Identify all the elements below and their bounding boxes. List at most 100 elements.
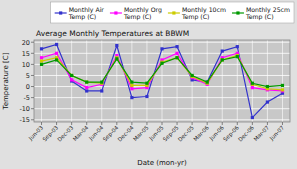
point: [221, 58, 224, 61]
background: [0, 0, 297, 169]
point: [70, 78, 73, 81]
x-tick: [192, 122, 193, 125]
x-tick-label: Mar-06: [192, 124, 210, 142]
y-tick-label: -10: [19, 105, 30, 113]
x-tick: [86, 122, 87, 125]
x-tick-label: Dec-05: [177, 124, 195, 142]
legend-label: Monthly OrgTemp (C): [123, 6, 162, 21]
plot-area: [34, 40, 290, 122]
y-tick-label: 15: [22, 50, 30, 58]
title: Average Monthly Temperatures at BBWM: [36, 29, 189, 38]
x-tick-label: Dec-04: [116, 124, 134, 142]
point: [236, 55, 239, 58]
point: [40, 47, 43, 50]
x-tick: [177, 122, 178, 125]
y-tick: [31, 119, 34, 120]
legend-marker: [236, 11, 239, 14]
point: [221, 49, 224, 52]
x-tick-label: Jun-07: [268, 124, 286, 142]
point: [175, 56, 178, 59]
x-tick: [282, 122, 283, 125]
series-line: [42, 53, 283, 91]
grid-line: [146, 40, 147, 122]
x-tick: [41, 122, 42, 125]
point: [251, 82, 254, 85]
y-axis-label: Temperature [C]: [2, 52, 10, 110]
y-tick: [31, 108, 34, 109]
point: [160, 47, 163, 50]
point: [221, 58, 224, 61]
point: [130, 87, 133, 90]
x-tick: [131, 122, 132, 125]
point: [281, 84, 284, 87]
grid-line: [116, 40, 117, 122]
point: [55, 43, 58, 46]
grid-line: [162, 40, 163, 122]
point: [191, 74, 194, 77]
point: [40, 59, 43, 62]
point: [130, 96, 133, 99]
point: [85, 86, 88, 89]
legend-label: Monthly 10cmTemp (C): [181, 6, 226, 21]
y-tick: [31, 42, 34, 43]
y-tick-label: 10: [22, 61, 30, 69]
point: [175, 52, 178, 55]
legend-frame: [51, 2, 294, 23]
x-tick: [207, 122, 208, 125]
x-tick-label: Dec-06: [237, 124, 255, 142]
point: [206, 81, 209, 84]
point: [236, 45, 239, 48]
x-tick: [101, 122, 102, 125]
series-line: [42, 56, 283, 90]
point: [206, 81, 209, 84]
point: [40, 63, 43, 66]
point: [175, 45, 178, 48]
point: [85, 81, 88, 84]
plot-frame: [34, 40, 290, 122]
legend-marker: [172, 11, 175, 14]
grid: [34, 40, 290, 122]
y-tick-label: 0: [26, 83, 30, 91]
point: [115, 57, 118, 60]
x-tick: [56, 122, 57, 125]
y-tick-label: -5: [24, 94, 30, 102]
x-axis-label: Date (mon-yr): [137, 159, 187, 167]
grid-line: [282, 40, 283, 122]
data: [40, 43, 284, 119]
chart: -15-10-505101520Jun-03Sep-03Dec-03Mar-04…: [0, 0, 297, 169]
y-tick: [31, 75, 34, 76]
series-line: [42, 44, 283, 117]
x-tick: [146, 122, 147, 125]
point: [266, 100, 269, 103]
point: [160, 62, 163, 65]
y-tick-label: 5: [26, 72, 30, 80]
x-tick-label: Mar-07: [252, 124, 270, 142]
point: [251, 86, 254, 89]
series-line: [42, 57, 283, 87]
point: [55, 52, 58, 55]
y-tick-label: -15: [19, 116, 30, 124]
x-tick: [252, 122, 253, 125]
y-tick-label: 20: [22, 39, 30, 47]
point: [70, 74, 73, 77]
point: [115, 44, 118, 47]
legend: Monthly AirTemp (C)Monthly OrgTemp (C)Mo…: [51, 2, 294, 23]
x-tick: [71, 122, 72, 125]
point: [175, 56, 178, 59]
point: [85, 81, 88, 84]
point: [281, 88, 284, 91]
legend-label: Monthly 25cmTemp (C): [245, 6, 290, 21]
grid-line: [41, 40, 42, 122]
point: [100, 81, 103, 84]
point: [145, 82, 148, 85]
x-tick: [162, 122, 163, 125]
point: [70, 74, 73, 77]
x-tick: [116, 122, 117, 125]
point: [130, 81, 133, 84]
point: [266, 85, 269, 88]
point: [251, 116, 254, 119]
x-tick-label: Mar-04: [72, 124, 90, 142]
point: [145, 95, 148, 98]
grid-line: [252, 40, 253, 122]
point: [130, 84, 133, 87]
